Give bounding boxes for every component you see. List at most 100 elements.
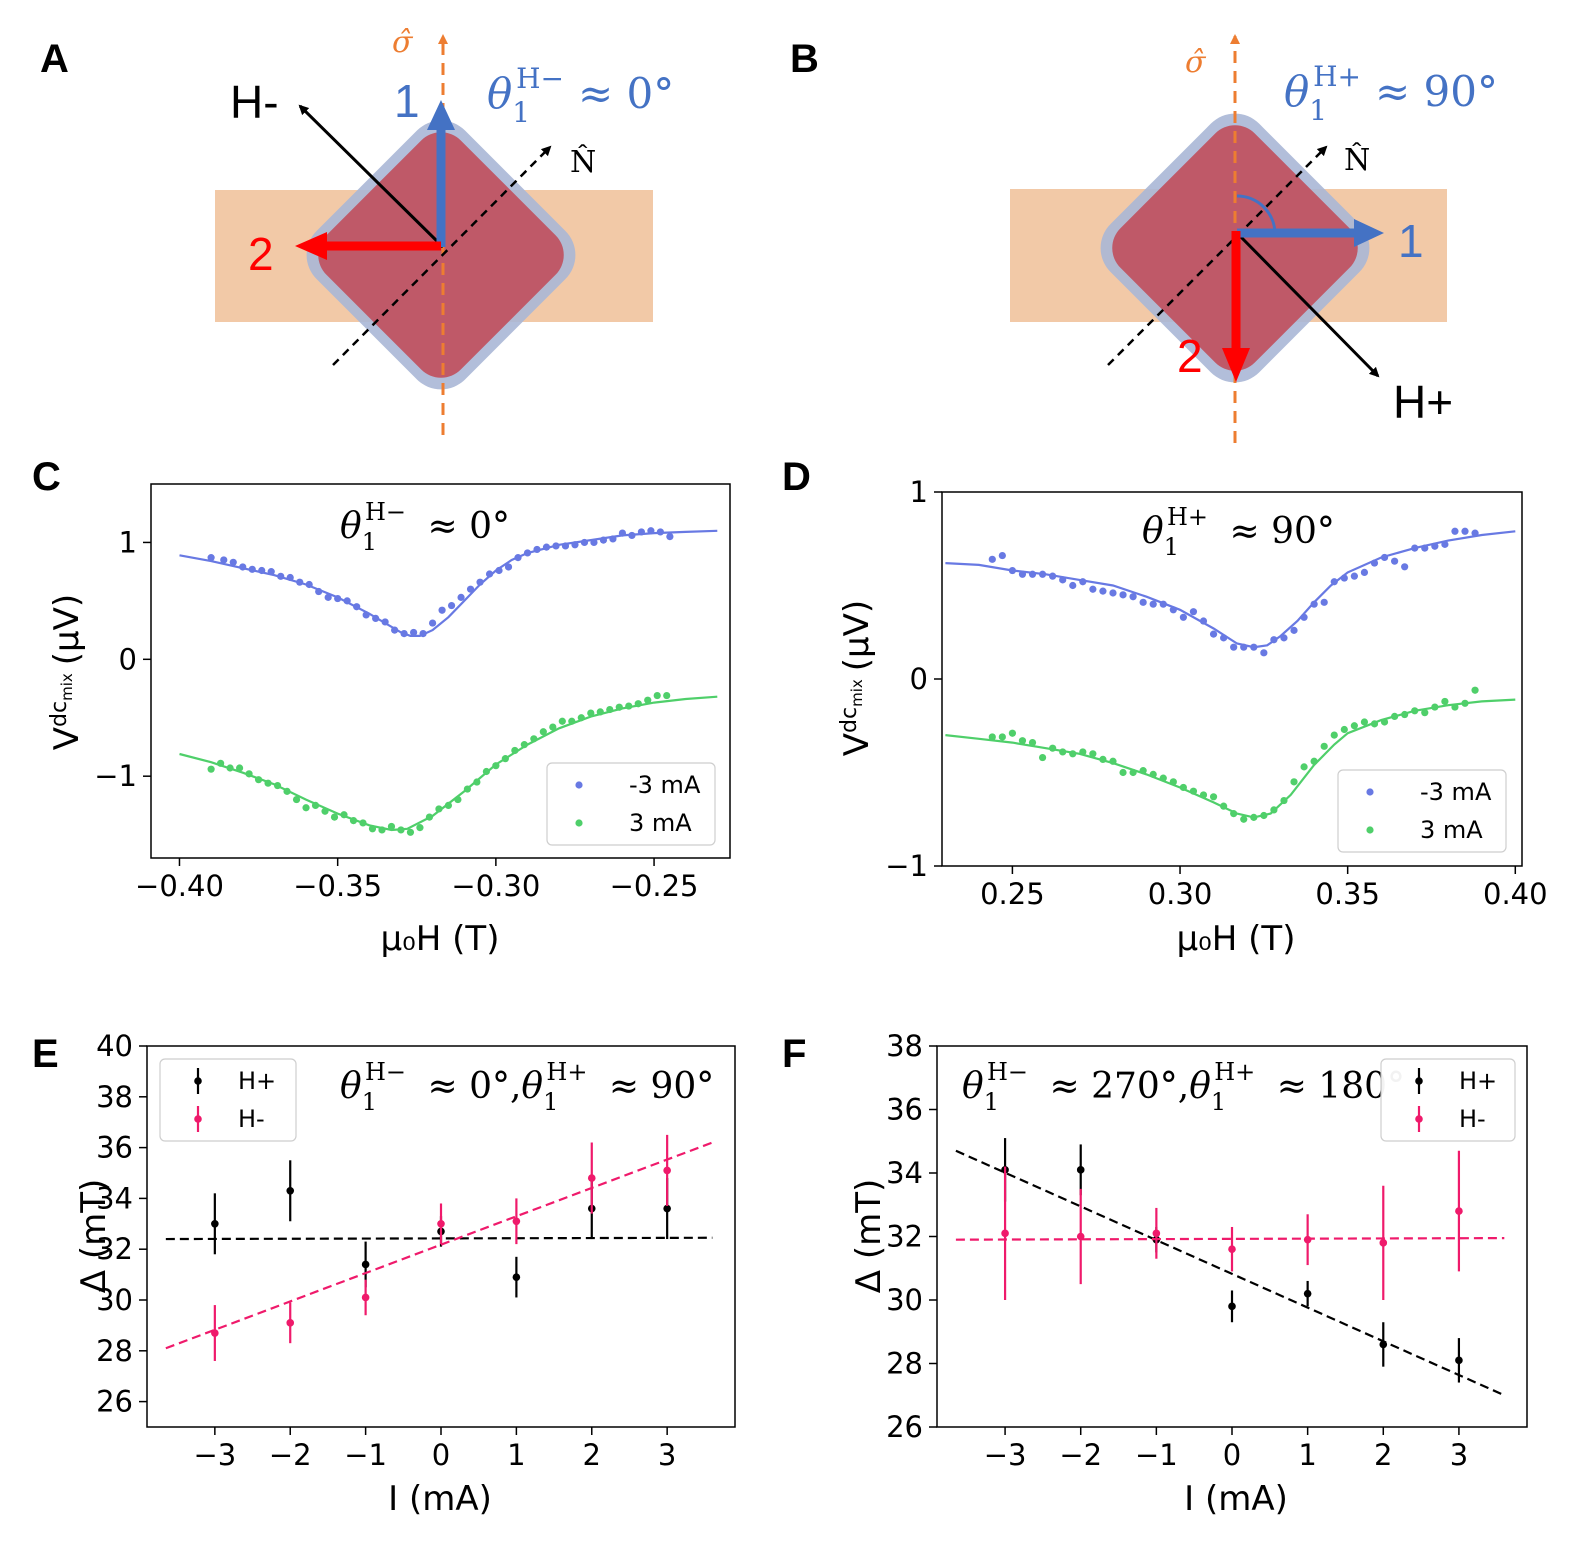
data-point (476, 578, 484, 586)
data-point (400, 630, 408, 638)
data-point (273, 781, 282, 790)
x-tick-label: 1 (507, 1438, 525, 1472)
annotation-rest: ≈ 0°, (416, 1066, 521, 1107)
data-point (428, 619, 437, 627)
annotation-base-2: θ (1189, 1066, 1211, 1107)
chart-c: −0.40 −0.35 −0.30 −0.25 −1 0 1 μ₀H (T) Vdcmix (μV… (47, 483, 731, 959)
data-point (539, 728, 547, 736)
x-tick-label: 0 (432, 1438, 450, 1472)
data-point (485, 570, 494, 578)
data-point (1431, 542, 1439, 550)
data-point (656, 528, 664, 536)
data-point (1310, 757, 1318, 765)
y-axis-label: Vdcmix (μV) (837, 600, 877, 756)
data-point (1300, 613, 1308, 621)
diagram-a: A H- 1 2 σ̂ N̂ θ1H− ≈ 0° (40, 25, 674, 435)
data-point (334, 594, 342, 603)
y-tick-label: 38 (886, 1029, 923, 1063)
data-point (286, 573, 294, 582)
data-point (457, 593, 465, 601)
data-point (1179, 783, 1187, 792)
data-point (391, 626, 399, 634)
data-point (1431, 703, 1439, 711)
axis1-label: 1 (1398, 215, 1424, 267)
annotation-sub: 1 (362, 528, 377, 556)
x-tick-label: 0 (1223, 1438, 1241, 1472)
data-point (1401, 710, 1409, 719)
y-axis-label: Δ (mT) (74, 1179, 114, 1293)
panel-label-c: C (32, 455, 61, 499)
y-axis-label: Δ (mT) (849, 1179, 889, 1293)
legend-label: 3 mA (1420, 816, 1483, 844)
annotation-sup-2: H+ (1214, 1058, 1255, 1086)
y-tick-label: 32 (96, 1232, 133, 1266)
annotation-sub: 1 (362, 1088, 377, 1116)
data-point (1471, 529, 1479, 537)
data-point (1129, 768, 1137, 777)
data-point (1099, 755, 1107, 764)
y-tick-label: 36 (886, 1093, 923, 1127)
data-point (368, 825, 377, 833)
data-point (988, 733, 996, 741)
data-point (1059, 576, 1067, 584)
chart-annotation: θ1H− ≈ 270°,θ1H+ ≈ 180° (962, 1058, 1405, 1116)
data-point (1169, 606, 1177, 614)
data-point (435, 805, 443, 813)
data-point (1455, 1356, 1463, 1365)
angle-sub: 1 (512, 96, 530, 129)
data-point (1451, 703, 1459, 711)
data-point (1360, 568, 1369, 577)
legend: -3 mA 3 mA (546, 762, 716, 846)
angle-base: θ (487, 69, 512, 118)
data-point (302, 804, 310, 812)
data-point (1380, 553, 1389, 562)
data-point (286, 1319, 295, 1327)
data-point (1119, 591, 1127, 599)
legend-label: H+ (238, 1067, 276, 1095)
y-axis-label-unit: (μV) (837, 600, 877, 671)
data-point (1260, 811, 1268, 820)
x-tick-label: 3 (658, 1438, 676, 1472)
data-point (1018, 570, 1027, 578)
data-point (511, 746, 519, 755)
data-point (1008, 566, 1017, 575)
data-point (207, 554, 215, 562)
data-point (239, 563, 247, 571)
plot-frame (150, 483, 731, 859)
annotation-base: θ (340, 1066, 362, 1107)
y-tick-label: 34 (886, 1156, 923, 1190)
data-point (1189, 608, 1198, 616)
data-point (634, 700, 642, 708)
data-point (568, 717, 576, 725)
data-point (644, 696, 652, 704)
axis2-label: 2 (248, 228, 274, 280)
data-point (207, 765, 215, 773)
x-tick-label: −0.35 (293, 869, 382, 903)
data-point (437, 1220, 445, 1228)
data-point (615, 703, 623, 711)
y-axis-label-main: V (837, 733, 877, 756)
data-point (1149, 770, 1157, 778)
data-point (361, 1260, 370, 1269)
annotation-sub: 1 (1164, 533, 1179, 561)
legend-box (546, 762, 716, 846)
data-point (1320, 598, 1328, 606)
normal-label: N̂ (570, 145, 596, 180)
annotation-base: θ (1142, 511, 1164, 552)
data-point (577, 714, 585, 722)
normal-axis (332, 145, 552, 366)
data-point (1300, 763, 1308, 771)
series-H- (165, 1134, 713, 1361)
annotation-sub: 1 (984, 1088, 999, 1116)
x-tick-label: 1 (1298, 1438, 1316, 1472)
data-point (590, 538, 598, 547)
y-tick-label: −1 (94, 759, 137, 793)
angle-rest: ≈ 0° (578, 69, 674, 118)
data-point (406, 828, 415, 836)
data-point (245, 770, 253, 778)
y-tick-label: 32 (886, 1220, 923, 1254)
data-point (663, 691, 671, 700)
data-point (1069, 581, 1077, 590)
y-axis-label-sup: dc (837, 707, 862, 733)
angle-arc (1236, 194, 1277, 235)
